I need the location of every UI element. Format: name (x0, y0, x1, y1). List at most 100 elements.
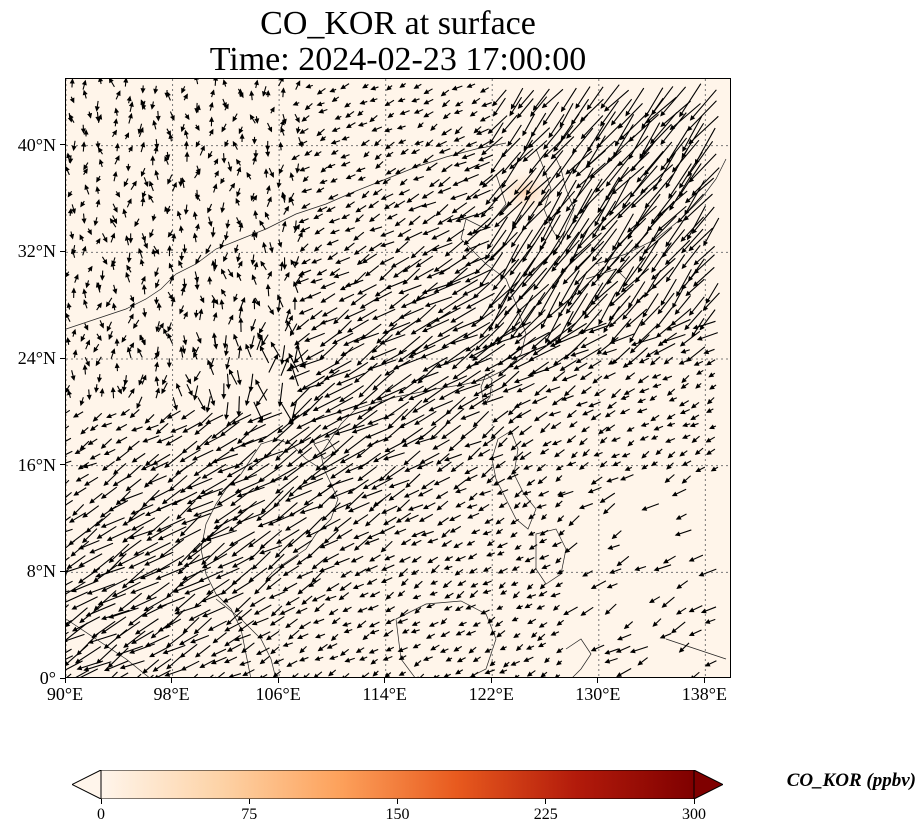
wind-arrow (611, 530, 622, 540)
wind-arrow (421, 479, 436, 490)
wind-arrow (388, 293, 409, 310)
wind-arrow (148, 194, 154, 203)
wind-arrow (501, 370, 520, 388)
wind-arrow (345, 122, 356, 129)
wind-arrow (112, 171, 118, 182)
colorbar (72, 770, 723, 799)
wind-arrow (78, 553, 103, 567)
wind-arrow (548, 114, 565, 139)
wind-arrow (270, 341, 281, 358)
wind-arrow (372, 308, 396, 320)
wind-arrow (494, 620, 504, 627)
wind-arrow (298, 307, 314, 315)
wind-arrow (229, 182, 236, 192)
wind-arrow (127, 112, 133, 124)
wind-arrow (684, 177, 715, 204)
wind-arrow (99, 270, 105, 281)
wind-arrow (193, 617, 212, 635)
wind-arrow (311, 258, 322, 264)
wind-arrow (524, 603, 533, 609)
wind-arrow (674, 295, 692, 315)
wind-arrow (340, 648, 350, 656)
wind-arrow (460, 411, 480, 420)
wind-arrow (579, 204, 607, 239)
wind-arrow (482, 437, 496, 447)
wind-arrow (554, 449, 565, 458)
wind-arrow (279, 345, 286, 366)
wind-arrow (357, 284, 377, 295)
wind-arrow (527, 369, 547, 377)
wind-arrow (510, 581, 519, 586)
wind-arrow (79, 440, 90, 451)
wind-arrow (383, 629, 394, 637)
wind-arrow (180, 660, 200, 671)
wind-arrow (700, 606, 717, 614)
wind-arrow (551, 397, 564, 406)
wind-arrow (562, 254, 591, 285)
wind-arrow (272, 670, 282, 677)
wind-arrow (70, 370, 76, 381)
wind-arrow (207, 203, 213, 214)
wind-arrow (399, 178, 408, 186)
wind-arrow (477, 141, 490, 149)
wind-arrow (195, 140, 201, 148)
wind-arrow (115, 436, 128, 444)
wind-arrow (237, 260, 243, 269)
wind-arrow (260, 674, 268, 677)
wind-arrow (83, 162, 89, 171)
wind-arrow (663, 356, 674, 365)
wind-arrow (226, 462, 253, 478)
plot-title-line1: CO_KOR at surface (260, 5, 536, 42)
wind-arrow (66, 499, 73, 506)
wind-arrow (249, 335, 255, 350)
wind-arrow (242, 669, 255, 676)
wind-arrow (361, 672, 370, 677)
wind-arrow (421, 201, 437, 208)
wind-arrow (211, 332, 217, 344)
wind-arrow (468, 568, 478, 574)
wind-arrow (425, 139, 434, 147)
wind-arrow (688, 554, 704, 562)
wind-arrow (185, 374, 192, 385)
wind-arrow (195, 104, 201, 113)
wind-arrow (575, 86, 591, 109)
wind-arrow (410, 539, 422, 546)
wind-arrow (298, 218, 309, 224)
wind-arrow (286, 319, 294, 335)
wind-arrow (315, 361, 339, 376)
wind-arrow (500, 589, 508, 595)
wind-arrow (650, 434, 659, 440)
wind-arrow (627, 205, 657, 233)
wind-arrow (144, 551, 174, 566)
wind-arrow (468, 343, 496, 359)
wind-arrow (336, 528, 353, 540)
wind-arrow (423, 334, 451, 349)
wind-arrow (66, 313, 71, 323)
wind-arrow (207, 620, 227, 631)
wind-arrow (615, 266, 635, 298)
wind-arrow (638, 388, 650, 394)
wind-arrow (121, 382, 127, 393)
wind-arrow (216, 490, 242, 506)
wind-arrow (528, 149, 549, 174)
wind-arrow (430, 564, 440, 574)
wind-arrow (484, 518, 494, 524)
wind-arrow (607, 544, 620, 550)
wind-arrow (317, 643, 328, 652)
wind-arrow (676, 269, 692, 297)
wind-arrow (357, 452, 382, 470)
wind-arrow (341, 214, 350, 219)
wind-arrow (541, 165, 562, 196)
wind-arrow (566, 114, 589, 139)
wind-arrow (66, 152, 72, 163)
wind-arrow (282, 436, 312, 453)
wind-arrow (622, 174, 648, 209)
wind-arrow (695, 382, 702, 389)
wind-arrow (398, 139, 407, 144)
wind-arrow (146, 475, 167, 485)
wind-arrow (320, 281, 336, 289)
wind-arrow (435, 356, 465, 368)
wind-arrow (183, 555, 210, 568)
wind-arrow (592, 200, 617, 239)
wind-arrow (353, 388, 378, 411)
